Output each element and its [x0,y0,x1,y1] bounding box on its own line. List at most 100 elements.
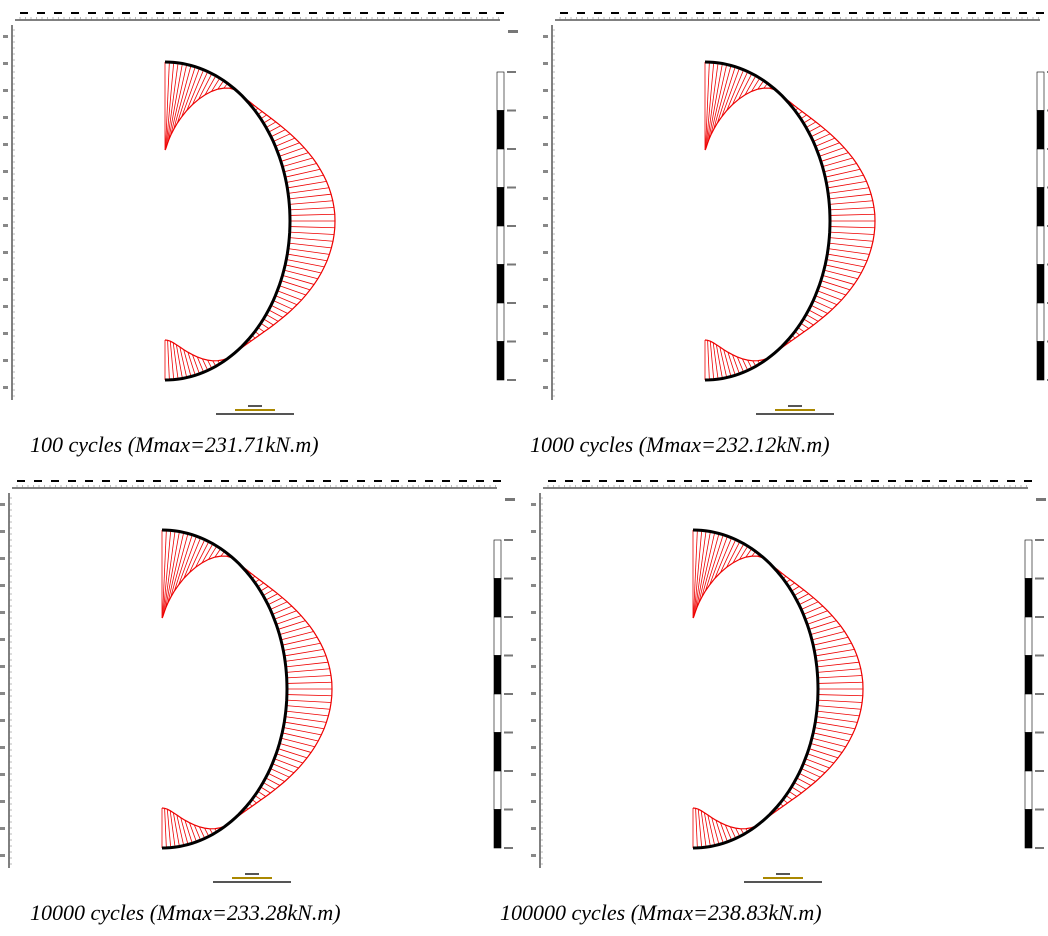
hatch-line [757,80,765,90]
ruler-dash [985,12,993,14]
ruler-dash [122,12,130,14]
ruler-label [3,116,8,119]
hatch-line [719,346,728,378]
hatch-line [177,66,196,124]
hatch-line [829,207,875,211]
ruler-label [3,386,8,389]
legend-segment [1036,110,1045,150]
hatch-line [810,129,826,138]
hatch-line [275,137,296,147]
footer-text [756,413,834,415]
ruler-label [531,746,536,749]
hatch-line [265,314,279,322]
hatch-line [808,748,839,759]
ruler-label [3,224,8,227]
hatch-line [694,530,707,613]
hatch-line [167,340,170,380]
ruler-label [0,665,5,668]
hatch-line [286,681,332,684]
legend-label [507,379,516,381]
hatch-line [282,732,319,742]
structure [692,528,820,850]
legend-segment [496,341,505,381]
ruler-dash [1036,12,1044,14]
hatch-line [823,269,858,280]
legend-label [507,148,516,150]
hatch-line [286,694,332,697]
ruler-label [543,89,548,92]
hatch-line [284,721,325,730]
hatch-line [270,601,288,610]
hatch-line [163,530,176,613]
unit-label [508,30,518,33]
ruler-dash [650,480,658,482]
hatch-line [265,777,281,786]
ruler-dash [68,480,76,482]
hatch-line [738,73,753,100]
ruler-dash [136,480,144,482]
hatch-line [714,537,732,579]
hatch-line [826,259,865,268]
hatch-line [825,168,861,178]
legend-segment [496,225,505,265]
hatch-line [817,675,863,679]
hatch-line [286,705,331,710]
hatch-line [279,625,310,636]
ruler-label [531,800,536,803]
hatch-line [282,636,318,646]
legend-label [504,539,513,541]
ruler-dash [289,480,297,482]
hatch-line [808,620,837,630]
ruler-label [531,719,536,722]
hatch-line [815,721,856,730]
hatch-line [289,237,334,242]
hatch-line [739,545,749,560]
hatch-line [805,121,817,128]
ruler-label [0,692,5,695]
legend-label [507,71,516,73]
ruler-dash [224,12,232,14]
ruler-label [543,251,548,254]
footer-text [775,409,815,411]
hatch-line [744,75,757,96]
ruler-label [543,170,548,173]
hatch-line [828,193,872,200]
moment-curve [692,555,864,830]
legend-segment [1024,732,1033,772]
legend-label [504,847,513,849]
ruler-dash [701,480,709,482]
ruler-dash [340,480,348,482]
legend-label [1035,693,1044,695]
ruler-dash [323,480,331,482]
hatch-line [282,157,313,168]
legend-segment [1036,148,1045,188]
hatch-line [724,824,732,841]
hatch-line [813,300,833,310]
structure [164,60,292,382]
hatch-line [193,824,201,841]
ruler-dash [20,12,28,14]
ruler-dash [442,480,450,482]
hatch-line [829,200,873,205]
hatch-line [723,349,732,377]
ruler-dash [645,12,653,14]
unit-label [1036,498,1046,501]
ruler-dash [37,12,45,14]
ruler-dash [849,12,857,14]
hatch-line [813,732,850,742]
hatch-line [829,237,874,242]
ruler-dash [934,12,942,14]
footer-text [788,405,802,407]
hatch-line [707,340,710,380]
hatch-line [204,75,217,96]
hatch-line [817,290,842,301]
hatch-line [705,62,715,148]
hatch-line [793,782,807,790]
ruler-dash [238,480,246,482]
legend-segment [1036,341,1045,381]
ruler-label [0,557,5,560]
hatch-line [262,589,274,596]
hatch-line [815,648,855,657]
hatch-line [196,356,204,373]
